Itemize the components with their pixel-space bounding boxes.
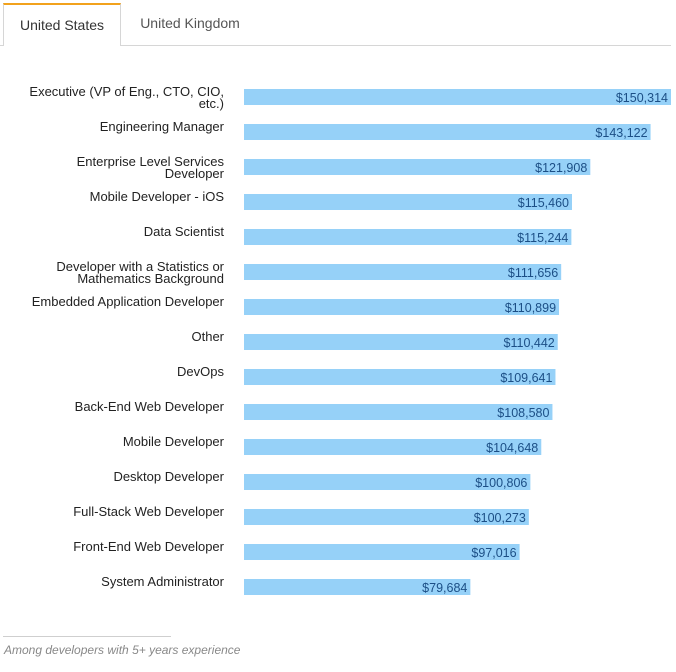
bar-6 <box>244 299 560 315</box>
category-label-1: Engineering Manager <box>100 119 225 134</box>
category-label-7: Other <box>191 329 224 344</box>
tabs-divider <box>0 45 671 46</box>
category-label-6: Embedded Application Developer <box>32 294 225 309</box>
value-label-8: $109,641 <box>500 371 552 385</box>
category-label-0: Executive (VP of Eng., CTO, CIO, etc.) <box>29 84 224 111</box>
category-label-13: Front-End Web Developer <box>73 539 224 554</box>
salary-bar-chart: $150,314 Executive (VP of Eng., CTO, CIO,… <box>29 84 671 595</box>
category-label-10: Mobile Developer <box>123 434 225 449</box>
category-label-2: Enterprise Level Services Developer <box>77 154 225 181</box>
value-label-14: $79,684 <box>422 581 467 595</box>
category-label-5: Developer with a Statistics or Mathematic… <box>56 259 224 286</box>
bar-0 <box>244 89 671 105</box>
value-label-10: $104,648 <box>486 441 538 455</box>
bar-13 <box>244 544 520 560</box>
bar-7 <box>244 334 558 350</box>
value-label-5: $111,656 <box>508 266 558 280</box>
value-label-1: $143,122 <box>595 126 647 140</box>
category-label-3: Mobile Developer - iOS <box>90 189 225 204</box>
bar-12 <box>244 509 529 525</box>
bar-5 <box>244 264 562 280</box>
category-label-12: Full-Stack Web Developer <box>73 504 224 519</box>
value-label-4: $115,244 <box>517 231 568 245</box>
country-tabs: United States United Kingdom <box>0 0 676 46</box>
tab-united-kingdom[interactable]: United Kingdom <box>140 15 240 31</box>
tab-united-states[interactable]: United States <box>3 3 121 46</box>
value-label-2: $121,908 <box>535 161 587 175</box>
category-label-11: Desktop Developer <box>113 469 224 484</box>
value-label-9: $108,580 <box>497 406 549 420</box>
value-label-7: $110,442 <box>504 336 555 350</box>
value-label-6: $110,899 <box>505 301 556 315</box>
value-label-13: $97,016 <box>471 546 516 560</box>
bar-8 <box>244 369 556 385</box>
value-label-11: $100,806 <box>475 476 527 490</box>
footnote-divider <box>3 636 171 637</box>
bar-1 <box>244 124 651 140</box>
category-label-8: DevOps <box>177 364 224 379</box>
value-label-0: $150,314 <box>616 91 668 105</box>
bar-14 <box>244 579 471 595</box>
category-label-14: System Administrator <box>101 574 224 589</box>
footnote: Among developers with 5+ years experienc… <box>4 643 241 657</box>
bar-4 <box>244 229 572 245</box>
bar-3 <box>244 194 572 210</box>
category-label-4: Data Scientist <box>144 224 225 239</box>
bar-2 <box>244 159 591 175</box>
value-label-3: $115,460 <box>518 196 569 210</box>
bar-10 <box>244 439 542 455</box>
value-label-12: $100,273 <box>474 511 526 525</box>
category-label-9: Back-End Web Developer <box>75 399 225 414</box>
bar-11 <box>244 474 531 490</box>
bar-9 <box>244 404 553 420</box>
